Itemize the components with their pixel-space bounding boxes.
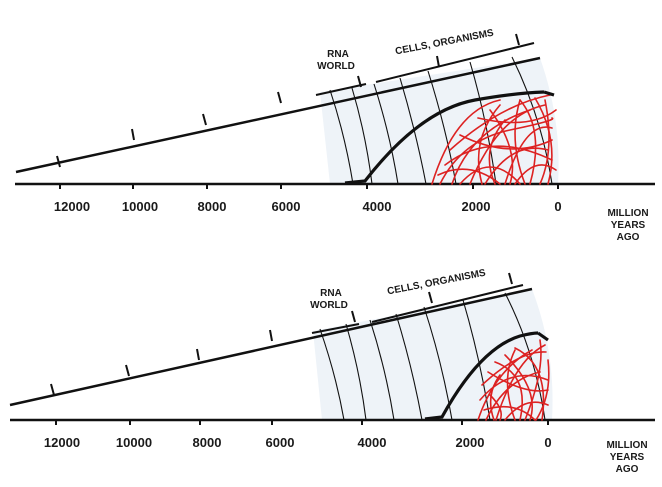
axis-label-10000: 10000	[122, 199, 158, 214]
upper-edge-ticks	[50, 272, 513, 396]
axis-tick-labels: 12000 10000 8000 6000 4000 2000 0	[54, 199, 562, 214]
wedge-upper-edge	[15, 56, 541, 174]
axis-title-line-3: AGO	[616, 464, 639, 475]
axis-label-4000: 4000	[363, 199, 392, 214]
axis-title: MILLION YEARS AGO	[607, 208, 648, 243]
rna-label-line-2: WORLD	[310, 300, 348, 311]
axis-label-0: 0	[554, 199, 561, 214]
axis-tick-labels: 12000 10000 8000 6000 4000 2000 0	[44, 435, 552, 450]
bracket-cells-organisms	[371, 284, 524, 323]
top-panel: 12000 10000 8000 6000 4000 2000 0 MILLIO…	[15, 28, 655, 243]
axis-label-2000: 2000	[456, 435, 485, 450]
axis-label-12000: 12000	[44, 435, 80, 450]
wedge-front-top	[543, 90, 555, 97]
axis-label-4000: 4000	[358, 435, 387, 450]
wedge-front-top	[537, 331, 549, 342]
wedge-fill	[313, 289, 553, 420]
rna-label-line-2: WORLD	[317, 61, 355, 72]
axis-label-12000: 12000	[54, 199, 90, 214]
cells-organisms-label: CELLS, ORGANISMS	[394, 28, 495, 58]
axis-title-line-1: MILLION	[607, 208, 648, 219]
upper-edge-ticks	[56, 33, 520, 168]
axis-label-8000: 8000	[193, 435, 222, 450]
axis-label-10000: 10000	[116, 435, 152, 450]
axis-title: MILLION YEARS AGO	[606, 440, 647, 475]
axis-label-6000: 6000	[266, 435, 295, 450]
rna-label-line-1: RNA	[320, 288, 342, 299]
cells-organisms-label: CELLS, ORGANISMS	[386, 268, 487, 298]
axis-label-6000: 6000	[272, 199, 301, 214]
red-network	[477, 339, 550, 421]
bottom-panel: 12000 10000 8000 6000 4000 2000 0 MILLIO…	[9, 268, 655, 475]
life-curve	[344, 90, 545, 185]
bracket-rna-world	[315, 83, 367, 96]
axis-ticks	[59, 184, 559, 189]
axis-label-8000: 8000	[198, 199, 227, 214]
axis-label-0: 0	[544, 435, 551, 450]
axis-title-line-1: MILLION	[606, 440, 647, 451]
axis-title-line-3: AGO	[617, 232, 640, 243]
bracket-rna-world	[311, 323, 360, 334]
red-network	[431, 94, 557, 185]
axis-title-line-2: YEARS	[610, 452, 645, 463]
wedge-upper-edge	[9, 287, 533, 407]
bracket-cells-organisms	[375, 42, 535, 83]
axis-ticks	[55, 420, 549, 425]
rna-label-line-1: RNA	[327, 49, 349, 60]
life-curve	[424, 331, 539, 421]
rna-world-label: RNA WORLD	[310, 288, 348, 311]
wedge-fill	[320, 58, 559, 184]
axis-title-line-2: YEARS	[611, 220, 646, 231]
axis-label-2000: 2000	[462, 199, 491, 214]
rna-world-label: RNA WORLD	[317, 49, 355, 72]
